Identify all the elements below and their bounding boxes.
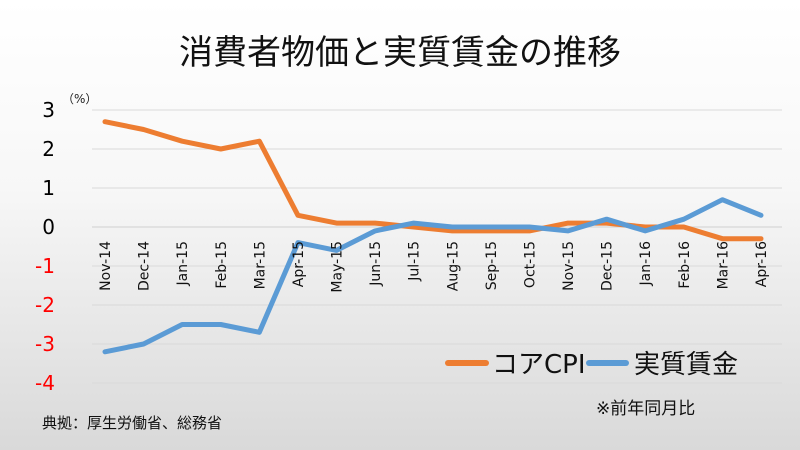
- x-tick-label: Sep-15: [484, 241, 500, 290]
- y-ticks: 3 2 1 0 -1 -2 -3 -4: [35, 98, 55, 395]
- note-text: ※前年同月比: [596, 399, 695, 419]
- chart-title: 消費者物価と実質賃金の推移: [179, 33, 621, 73]
- y-tick-label: -2: [35, 293, 55, 317]
- legend: コアCPI 実質賃金: [445, 350, 738, 380]
- x-tick-label: Jan-15: [175, 241, 191, 286]
- y-tick-label: -4: [35, 371, 55, 395]
- x-tick-label: Apr-16: [754, 241, 770, 287]
- x-tick-label: Dec-14: [137, 241, 153, 291]
- y-tick-label: 2: [42, 137, 55, 161]
- grid-lines: [92, 109, 782, 384]
- series-lines: [102, 119, 764, 355]
- x-tick-label: Feb-15: [214, 241, 230, 289]
- y-unit-label: （%）: [62, 92, 97, 106]
- x-tick-label: Mar-16: [715, 241, 731, 289]
- source-text: 典拠：厚生労働省、総務省: [42, 414, 222, 432]
- series-line-real-wage: [102, 197, 764, 355]
- x-tick-label: Nov-14: [98, 241, 114, 291]
- x-tick-label: Feb-16: [677, 241, 693, 289]
- x-tick-label: Nov-15: [561, 241, 577, 291]
- x-tick-label: Oct-15: [522, 241, 538, 288]
- y-tick-label: -3: [35, 332, 55, 356]
- legend-label-real-wage: 実質賃金: [634, 350, 738, 380]
- x-ticks: Nov-14 Dec-14 Jan-15 Feb-15 Mar-15 Apr-15 May-…: [98, 241, 770, 293]
- y-tick-label: -1: [35, 254, 55, 278]
- y-tick-label: 0: [42, 215, 55, 239]
- series-line-core-cpi: [102, 119, 764, 242]
- legend-label-core-cpi: コアCPI: [492, 350, 586, 380]
- x-tick-label: May-15: [330, 241, 346, 293]
- x-tick-label: Jan-16: [638, 241, 654, 287]
- x-tick-label: Aug-15: [445, 241, 461, 291]
- x-tick-label: Jun-15: [368, 241, 384, 287]
- x-tick-label: Mar-15: [252, 241, 268, 289]
- y-tick-label: 3: [42, 98, 55, 122]
- x-tick-label: Dec-15: [600, 241, 616, 291]
- y-tick-label: 1: [42, 176, 55, 200]
- x-tick-label: Apr-15: [291, 241, 307, 287]
- x-tick-label: Jul-15: [407, 241, 423, 282]
